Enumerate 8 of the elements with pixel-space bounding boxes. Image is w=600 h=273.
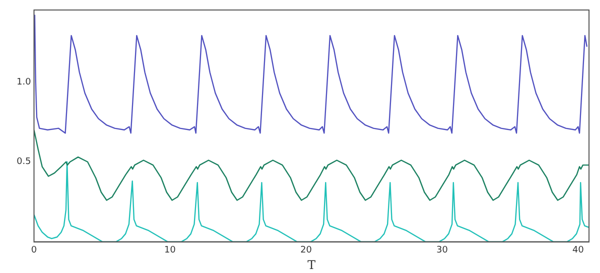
x-tick-label: 30 (436, 246, 448, 256)
y-tick-label: 0.5 (16, 157, 31, 168)
y-tick-label: 1.0 (16, 77, 32, 88)
x-tick-label: 40 (572, 246, 584, 256)
x-tick-label: 0 (31, 246, 38, 256)
x-tick-label: 10 (164, 246, 176, 256)
x-axis-title: T (307, 258, 316, 272)
x-tick-label: 20 (300, 246, 312, 256)
